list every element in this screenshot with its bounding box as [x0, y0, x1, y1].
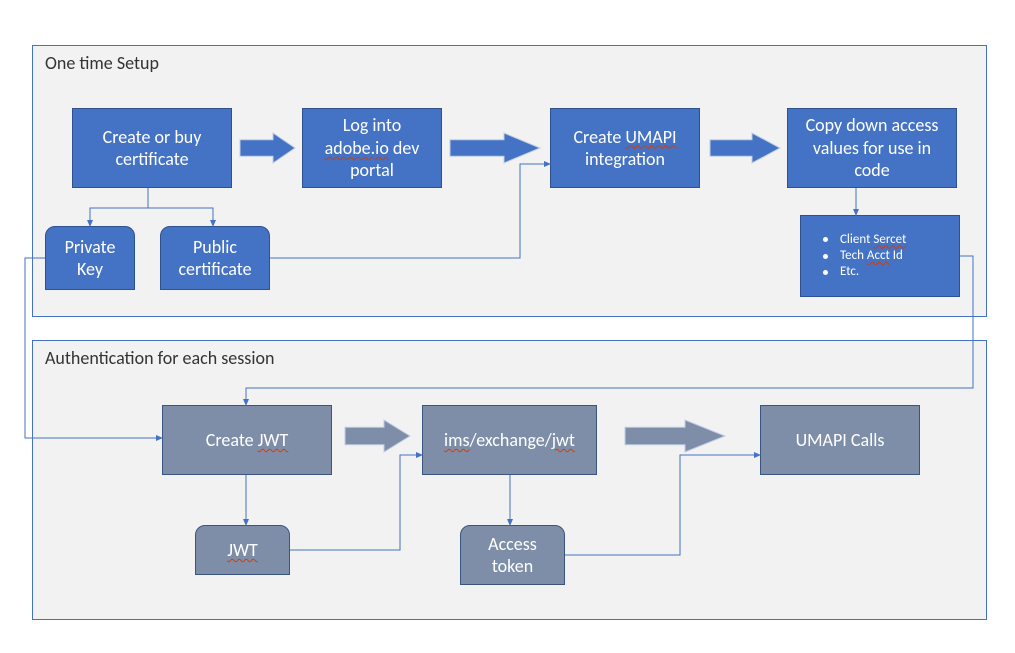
node-token-text: Access token — [467, 533, 558, 578]
bullet-icon — [823, 270, 828, 275]
node-cert: Create or buy certificate — [72, 108, 232, 188]
node-private-key: Private Key — [45, 226, 135, 290]
panel-session-label: Authentication for each session — [45, 347, 274, 369]
node-private-key-text: Private Key — [52, 236, 128, 281]
bullet-icon — [823, 237, 828, 242]
node-login: Log into adobe.io dev portal — [302, 108, 442, 188]
node-public-cert-text: Public certificate — [167, 236, 263, 281]
node-copy-text: Copy down access values for use in code — [794, 114, 950, 182]
list-item: Tech Acct Id — [807, 248, 953, 264]
list-item-label: Tech Acct Id — [840, 248, 903, 264]
node-umapi-integration: Create UMAPI integration — [550, 108, 700, 188]
node-jwt-text: JWT — [227, 539, 258, 562]
node-create-jwt-text: Create JWT — [206, 429, 288, 452]
node-create-jwt: Create JWT — [162, 405, 332, 475]
list-item-label: Etc. — [840, 264, 859, 280]
list-item: Client Sercet — [807, 232, 953, 248]
list-item: Etc. — [807, 264, 953, 280]
node-public-cert: Public certificate — [160, 226, 270, 290]
node-jwt: JWT — [195, 525, 290, 575]
node-umapi-calls: UMAPI Calls — [760, 405, 920, 475]
node-exchange: ims/exchange/jwt — [422, 405, 597, 475]
node-umapi-calls-text: UMAPI Calls — [796, 429, 885, 452]
node-token: Access token — [460, 525, 565, 585]
node-umapi-integration-text: Create UMAPI integration — [557, 126, 693, 171]
bullet-icon — [823, 254, 828, 259]
node-access-values-list: Client Sercet Tech Acct Id Etc. — [800, 215, 960, 297]
panel-setup-label: One time Setup — [45, 52, 159, 74]
node-exchange-text: ims/exchange/jwt — [444, 429, 575, 452]
list-item-label: Client Sercet — [840, 232, 906, 248]
node-copy: Copy down access values for use in code — [787, 108, 957, 188]
node-cert-text: Create or buy certificate — [79, 126, 225, 171]
node-login-text: Log into adobe.io dev portal — [309, 114, 435, 182]
